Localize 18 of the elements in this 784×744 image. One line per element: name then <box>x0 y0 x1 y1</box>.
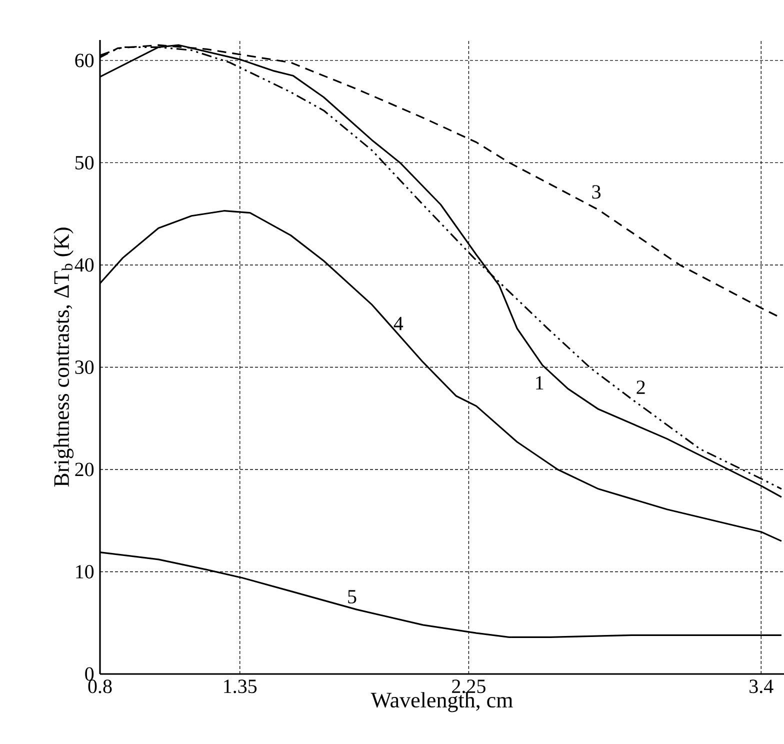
y-tick-label: 30 <box>75 360 94 374</box>
y-tick-label: 10 <box>76 564 94 578</box>
series-label: 5 <box>348 590 356 604</box>
y-tick-label: 40 <box>74 258 94 272</box>
x-tick-label: 2.25 <box>452 680 486 694</box>
y-tick-label: 50 <box>76 156 94 170</box>
series-label: 2 <box>636 380 645 394</box>
x-axis-title: Wavelength, cm <box>370 692 513 712</box>
x-tick-label: 1.35 <box>224 680 257 694</box>
y-tick-label: 60 <box>75 54 94 68</box>
x-tick-label: 3.4 <box>750 680 774 694</box>
x-tick-label: 0.8 <box>88 680 112 694</box>
series-label: 4 <box>394 316 404 330</box>
series-label: 1 <box>536 376 544 390</box>
y-tick-label: 20 <box>75 462 94 476</box>
series-label: 3 <box>592 185 601 199</box>
y-tick-label: 0 <box>85 667 94 681</box>
y-axis-title: Brightness contrasts, ΔT$_{b}$ (K) <box>54 228 74 487</box>
